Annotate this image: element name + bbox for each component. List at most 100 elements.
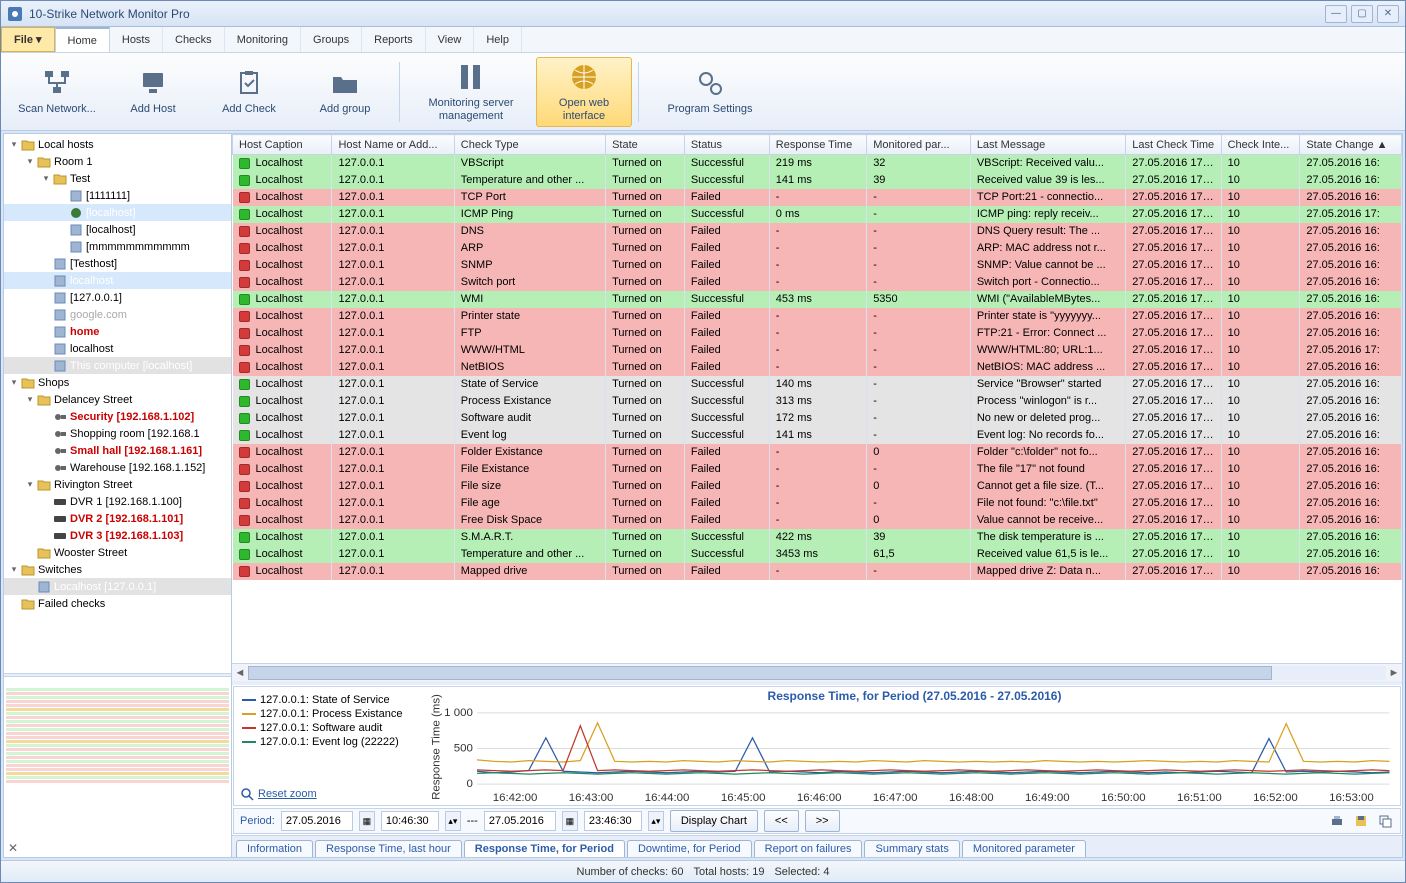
tab-summary-stats[interactable]: Summary stats <box>864 840 959 857</box>
next-period-button[interactable]: >> <box>805 810 840 832</box>
table-row[interactable]: Localhost127.0.0.1NetBIOSTurned onFailed… <box>233 359 1402 376</box>
tree-item[interactable]: [Testhost] <box>4 255 231 272</box>
tab-information[interactable]: Information <box>236 840 313 857</box>
checks-grid[interactable]: Host CaptionHost Name or Add...Check Typ… <box>232 134 1402 663</box>
table-row[interactable]: Localhost127.0.0.1SNMPTurned onFailed--S… <box>233 257 1402 274</box>
maximize-button[interactable]: ▢ <box>1351 5 1373 23</box>
period-time-from[interactable] <box>381 811 439 831</box>
prev-period-button[interactable]: << <box>764 810 799 832</box>
scroll-left-icon[interactable]: ◄ <box>232 667 248 679</box>
close-button[interactable]: ✕ <box>1377 5 1399 23</box>
tree-item[interactable]: [localhost] <box>4 221 231 238</box>
tree-item[interactable]: localhost <box>4 340 231 357</box>
table-row[interactable]: Localhost127.0.0.1Software auditTurned o… <box>233 410 1402 427</box>
tree-item[interactable]: Shopping room [192.168.1 <box>4 425 231 442</box>
grid-header[interactable]: Check Inte... <box>1221 135 1300 155</box>
table-row[interactable]: Localhost127.0.0.1Process ExistanceTurne… <box>233 393 1402 410</box>
tree-item[interactable]: DVR 2 [192.168.1.101] <box>4 510 231 527</box>
table-row[interactable]: Localhost127.0.0.1TCP PortTurned onFaile… <box>233 189 1402 206</box>
tree-item[interactable]: DVR 1 [192.168.1.100] <box>4 493 231 510</box>
grid-header[interactable]: Check Type <box>454 135 605 155</box>
table-row[interactable]: Localhost127.0.0.1Folder ExistanceTurned… <box>233 444 1402 461</box>
grid-header[interactable]: Monitored par... <box>867 135 971 155</box>
grid-header[interactable]: Host Name or Add... <box>332 135 454 155</box>
display-chart-button[interactable]: Display Chart <box>670 810 758 832</box>
grid-hscroll[interactable]: ◄ ► <box>232 663 1402 681</box>
tree-arrow-icon[interactable]: ▾ <box>8 377 20 388</box>
table-row[interactable]: Localhost127.0.0.1FTPTurned onFailed--FT… <box>233 325 1402 342</box>
tree-item[interactable]: ▾Test <box>4 170 231 187</box>
tree-item[interactable]: ▾Switches <box>4 561 231 578</box>
table-row[interactable]: Localhost127.0.0.1DNSTurned onFailed--DN… <box>233 223 1402 240</box>
menu-home[interactable]: Home <box>55 27 110 52</box>
table-row[interactable]: Localhost127.0.0.1Mapped driveTurned onF… <box>233 563 1402 580</box>
tree-item[interactable]: [mmmmmmmmmmm <box>4 238 231 255</box>
tree-item[interactable]: Security [192.168.1.102] <box>4 408 231 425</box>
grid-header[interactable]: Host Caption <box>233 135 332 155</box>
menu-monitoring[interactable]: Monitoring <box>225 27 301 52</box>
period-date-to[interactable] <box>484 811 556 831</box>
tab-response-time-last-hour[interactable]: Response Time, last hour <box>315 840 462 857</box>
grid-header[interactable]: State <box>606 135 685 155</box>
grid-header[interactable]: Status <box>684 135 769 155</box>
table-row[interactable]: Localhost127.0.0.1ARPTurned onFailed--AR… <box>233 240 1402 257</box>
tree-item[interactable]: Wooster Street <box>4 544 231 561</box>
table-row[interactable]: Localhost127.0.0.1File ExistanceTurned o… <box>233 461 1402 478</box>
tree-item[interactable]: google.com <box>4 306 231 323</box>
tab-response-time-for-period[interactable]: Response Time, for Period <box>464 840 625 857</box>
table-row[interactable]: Localhost127.0.0.1File ageTurned onFaile… <box>233 495 1402 512</box>
menu-help[interactable]: Help <box>474 27 522 52</box>
tree-item[interactable]: ▾Shops <box>4 374 231 391</box>
tree-arrow-icon[interactable]: ▾ <box>24 394 36 405</box>
table-row[interactable]: Localhost127.0.0.1ICMP PingTurned onSucc… <box>233 206 1402 223</box>
tree-item[interactable]: ▾Rivington Street <box>4 476 231 493</box>
ribbon-globe-button[interactable]: Open webinterface <box>536 57 632 127</box>
ribbon-network-button[interactable]: Scan Network... <box>9 57 105 127</box>
minimize-button[interactable]: — <box>1325 5 1347 23</box>
menu-checks[interactable]: Checks <box>163 27 225 52</box>
tab-report-on-failures[interactable]: Report on failures <box>754 840 863 857</box>
tree-item[interactable]: ▾Local hosts <box>4 136 231 153</box>
grid-header[interactable]: Last Message <box>970 135 1125 155</box>
table-row[interactable]: Localhost127.0.0.1S.M.A.R.T.Turned onSuc… <box>233 529 1402 546</box>
spinner-icon[interactable]: ▴▾ <box>445 811 461 831</box>
tree-item[interactable]: ▾Delancey Street <box>4 391 231 408</box>
menu-groups[interactable]: Groups <box>301 27 362 52</box>
tree-arrow-icon[interactable]: ▾ <box>40 173 52 184</box>
tree-item[interactable]: Failed checks <box>4 595 231 612</box>
table-row[interactable]: Localhost127.0.0.1State of ServiceTurned… <box>233 376 1402 393</box>
tree-item[interactable]: localhost <box>4 272 231 289</box>
table-row[interactable]: Localhost127.0.0.1WWW/HTMLTurned onFaile… <box>233 342 1402 359</box>
host-tree[interactable]: ▾Local hosts▾Room 1▾Test[1111111][localh… <box>4 134 231 673</box>
tab-downtime-for-period[interactable]: Downtime, for Period <box>627 840 752 857</box>
menu-hosts[interactable]: Hosts <box>110 27 163 52</box>
tree-arrow-icon[interactable]: ▾ <box>24 479 36 490</box>
period-time-to[interactable] <box>584 811 642 831</box>
tree-item[interactable]: home <box>4 323 231 340</box>
menu-reports[interactable]: Reports <box>362 27 426 52</box>
ribbon-group-button[interactable]: Add group <box>297 57 393 127</box>
scroll-right-icon[interactable]: ► <box>1386 667 1402 679</box>
calendar-icon[interactable]: ▦ <box>562 811 578 831</box>
table-row[interactable]: Localhost127.0.0.1VBScriptTurned onSucce… <box>233 155 1402 172</box>
grid-header[interactable]: Last Check Time <box>1126 135 1221 155</box>
table-row[interactable]: Localhost127.0.0.1Switch portTurned onFa… <box>233 274 1402 291</box>
table-row[interactable]: Localhost127.0.0.1Printer stateTurned on… <box>233 308 1402 325</box>
reset-zoom-link[interactable]: Reset zoom <box>240 787 317 801</box>
menu-view[interactable]: View <box>426 27 475 52</box>
tree-arrow-icon[interactable]: ▾ <box>8 139 20 150</box>
tree-arrow-icon[interactable]: ▾ <box>8 564 20 575</box>
save-icon[interactable] <box>1352 812 1370 830</box>
table-row[interactable]: Localhost127.0.0.1Temperature and other … <box>233 172 1402 189</box>
table-row[interactable]: Localhost127.0.0.1Event logTurned onSucc… <box>233 427 1402 444</box>
calendar-icon[interactable]: ▦ <box>359 811 375 831</box>
tree-item[interactable]: This computer [localhost] <box>4 357 231 374</box>
table-row[interactable]: Localhost127.0.0.1WMITurned onSuccessful… <box>233 291 1402 308</box>
minimap-close-icon[interactable]: ✕ <box>8 841 18 855</box>
grid-header[interactable]: State Change ▲ <box>1300 135 1402 155</box>
tree-item[interactable]: [localhost] <box>4 204 231 221</box>
table-row[interactable]: Localhost127.0.0.1Free Disk SpaceTurned … <box>233 512 1402 529</box>
tree-item[interactable]: [1111111] <box>4 187 231 204</box>
copy-icon[interactable] <box>1376 812 1394 830</box>
tree-item[interactable]: DVR 3 [192.168.1.103] <box>4 527 231 544</box>
